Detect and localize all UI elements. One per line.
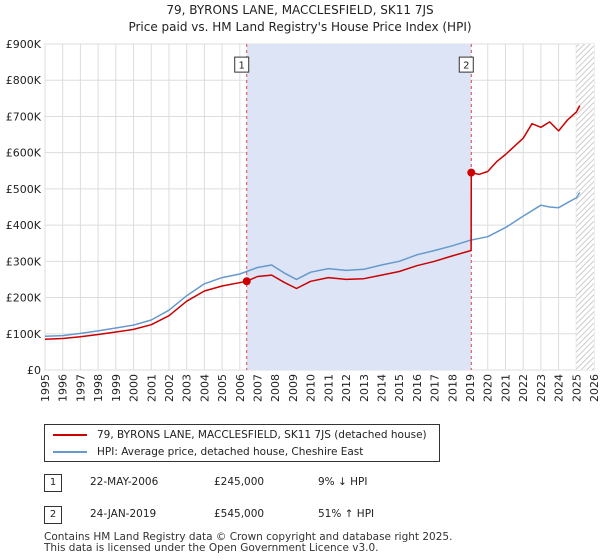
y-axis: £0 £100K £200K £300K £400K £500K £600K £700K £80… [6, 38, 42, 377]
x-tick-label: 2026 [588, 374, 600, 402]
sale-points [242, 168, 476, 286]
forecast-hatch [576, 44, 594, 370]
legend: 79, BYRONS LANE, MACCLESFIELD, SK11 7JS … [44, 424, 440, 462]
marker-box [234, 56, 250, 73]
y-tick-label: £600K [6, 147, 42, 160]
x-tick-label: 1998 [92, 374, 105, 402]
y-tick-label: £800K [6, 74, 42, 87]
sale-number-badge: 2 [44, 506, 62, 524]
x-axis: 1995 1996 1997 1998 1999 2000 2001 2002 2003 2004… [39, 374, 600, 402]
footer-line-1: Contains HM Land Registry data © Crown c… [44, 531, 453, 543]
ownership-period-shade [246, 44, 472, 370]
x-tick-label: 2003 [181, 374, 194, 402]
shaded-period [246, 44, 472, 370]
y-tick-label: £0 [27, 364, 41, 377]
y-tick-label: £900K [6, 38, 42, 51]
marker-box [458, 56, 474, 73]
legend-swatch-hpi [53, 451, 87, 453]
x-tick-label: 2004 [198, 374, 211, 402]
marker-label-box: 2 [458, 56, 474, 73]
x-tick-label: 2008 [269, 374, 282, 402]
y-tick-label: £300K [6, 255, 42, 268]
sale-point [242, 277, 251, 286]
x-tick-label: 2017 [429, 374, 442, 402]
sale-price: £245,000 [214, 476, 265, 488]
legend-label-hpi: HPI: Average price, detached house, Ches… [97, 446, 364, 458]
marker-number: 1 [239, 61, 245, 72]
x-tick-label: 2012 [340, 374, 353, 402]
legend-label-property: 79, BYRONS LANE, MACCLESFIELD, SK11 7JS … [97, 429, 427, 441]
x-tick-label: 2005 [216, 374, 229, 402]
x-tick-label: 2000 [128, 374, 141, 402]
sale-date: 22-MAY-2006 [90, 476, 159, 488]
sale-price: £545,000 [214, 508, 265, 520]
x-tick-label: 1997 [74, 374, 87, 402]
x-tick-label: 2014 [375, 374, 388, 402]
chart-title: 79, BYRONS LANE, MACCLESFIELD, SK11 7JS … [0, 2, 600, 36]
sale-point [467, 168, 476, 177]
series-line-property [44, 105, 581, 340]
x-tick-label: 2002 [163, 374, 176, 402]
x-tick-label: 2025 [570, 374, 583, 402]
legend-item-property: 79, BYRONS LANE, MACCLESFIELD, SK11 7JS … [53, 427, 427, 443]
x-tick-label: 2021 [499, 374, 512, 402]
x-tick-label: 2019 [464, 374, 477, 402]
series-lines [44, 105, 581, 340]
title-line-1: 79, BYRONS LANE, MACCLESFIELD, SK11 7JS [166, 3, 434, 17]
series-line-hpi [44, 192, 581, 338]
legend-item-hpi: HPI: Average price, detached house, Ches… [53, 444, 363, 460]
forecast-region [576, 44, 594, 370]
x-tick-label: 2023 [535, 374, 548, 402]
x-tick-label: 2015 [393, 374, 406, 402]
y-tick-label: £500K [6, 183, 42, 196]
x-tick-label: 1996 [57, 374, 70, 402]
sale-number-badge: 1 [44, 474, 62, 492]
title-line-2: Price paid vs. HM Land Registry's House … [128, 20, 472, 34]
sale-hpi-change: 51% ↑ HPI [318, 508, 375, 520]
x-tick-label: 2018 [446, 374, 459, 402]
x-tick-label: 2013 [358, 374, 371, 402]
x-tick-label: 2022 [517, 374, 530, 402]
x-tick-label: 2009 [287, 374, 300, 402]
y-tick-label: £400K [6, 219, 42, 232]
y-tick-label: £700K [6, 110, 42, 123]
sale-row: 2 24-JAN-2019 £545,000 51% ↑ HPI [44, 506, 564, 526]
x-tick-label: 2020 [482, 374, 495, 402]
x-tick-label: 2024 [553, 374, 566, 402]
marker-number: 2 [463, 61, 469, 72]
x-tick-label: 2016 [411, 374, 424, 402]
x-tick-label: 1995 [39, 374, 52, 402]
marker-label-box: 1 [234, 56, 250, 73]
x-tick-label: 2010 [305, 374, 318, 402]
x-tick-label: 2001 [145, 374, 158, 402]
footer-line-2: This data is licensed under the Open Gov… [44, 542, 379, 554]
sale-hpi-change: 9% ↓ HPI [318, 476, 368, 488]
x-tick-label: 2011 [322, 374, 335, 402]
sale-date: 24-JAN-2019 [90, 508, 157, 520]
x-tick-label: 2006 [234, 374, 247, 402]
x-tick-label: 1999 [110, 374, 123, 402]
legend-swatch-property [53, 434, 87, 436]
sale-row: 1 22-MAY-2006 £245,000 9% ↓ HPI [44, 474, 564, 494]
y-tick-label: £100K [6, 328, 42, 341]
x-tick-label: 2007 [252, 374, 265, 402]
y-tick-label: £200K [6, 292, 42, 305]
footer: Contains HM Land Registry data © Crown c… [44, 532, 452, 554]
